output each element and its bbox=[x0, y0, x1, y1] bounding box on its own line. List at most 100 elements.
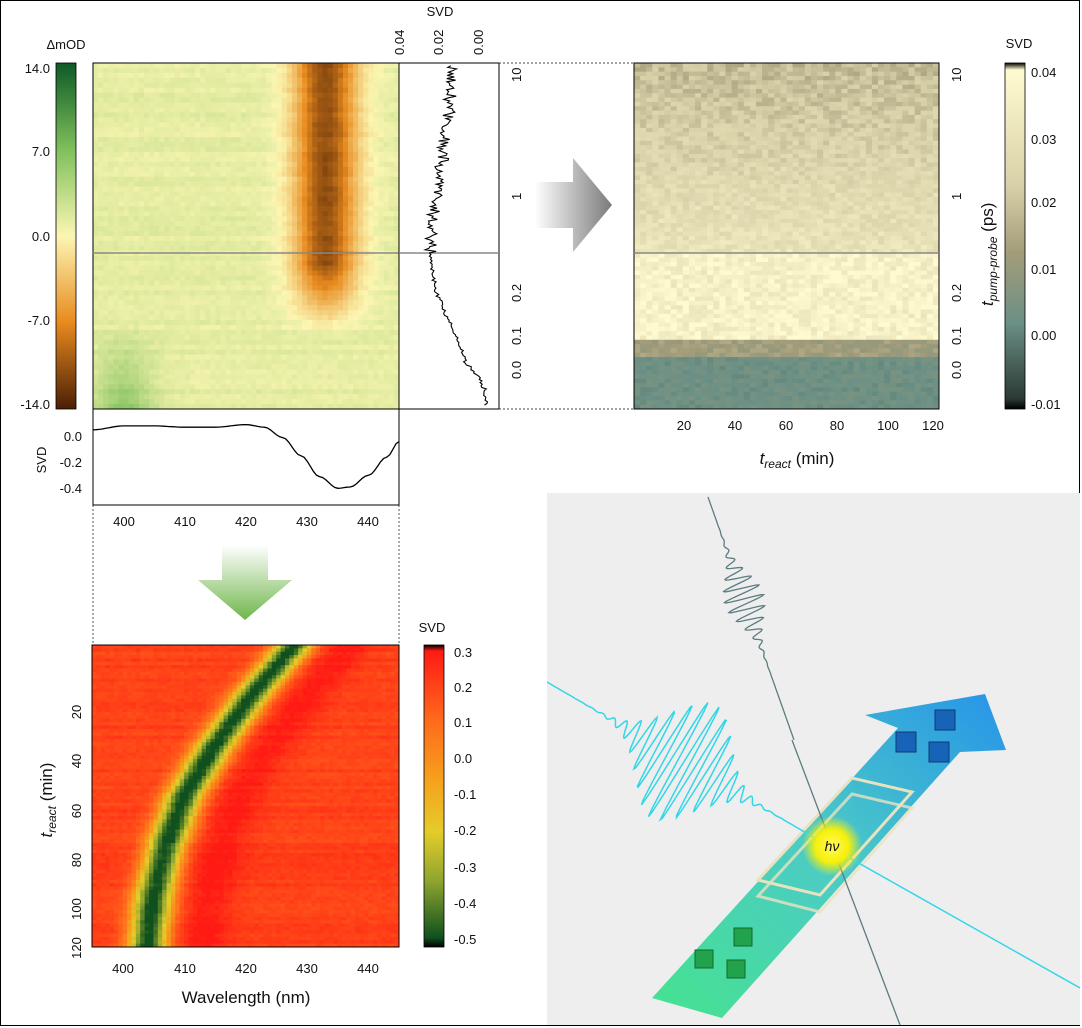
svd-d-cell bbox=[823, 84, 830, 90]
dmod-cell bbox=[113, 186, 120, 193]
dmod-cell bbox=[317, 72, 324, 79]
dmod-cell bbox=[317, 231, 324, 237]
dmod-cell bbox=[154, 171, 160, 178]
svd-d-cell bbox=[932, 106, 939, 112]
dmod-cell bbox=[210, 107, 216, 114]
dmod-cell bbox=[276, 72, 283, 79]
svd-d-cell bbox=[652, 75, 659, 81]
dmod-cell bbox=[230, 394, 237, 400]
dmod-cell bbox=[169, 344, 176, 351]
dmod-cell bbox=[342, 290, 349, 296]
dmod-cell bbox=[368, 176, 375, 183]
dmod-cell bbox=[312, 151, 318, 158]
dmod-cell bbox=[302, 176, 308, 183]
dmod-cell bbox=[189, 181, 196, 188]
svd-d-cell bbox=[817, 84, 824, 90]
dmod-cell bbox=[251, 132, 257, 138]
dmod-cell bbox=[93, 67, 99, 74]
dmod-cell bbox=[108, 176, 114, 183]
dmod-cell bbox=[240, 275, 247, 282]
dmod-cell bbox=[235, 201, 242, 207]
dmod-cell bbox=[307, 404, 313, 409]
dmod-cell bbox=[118, 315, 125, 321]
svd-d-cell bbox=[725, 114, 733, 120]
dmod-cell bbox=[108, 310, 114, 316]
dmod-cell bbox=[195, 369, 201, 375]
svd-d-cell bbox=[749, 123, 757, 129]
svd-d-cell bbox=[914, 67, 922, 73]
dmod-cell bbox=[261, 270, 267, 277]
dmod-cell bbox=[348, 344, 354, 351]
dmod-cell bbox=[200, 260, 206, 267]
dmod-cell bbox=[353, 275, 359, 282]
dmod-cell bbox=[261, 102, 267, 109]
dmod-cell bbox=[123, 349, 130, 356]
dmod-cell bbox=[363, 394, 369, 400]
svd-d-cell bbox=[756, 101, 763, 107]
dmod-cell bbox=[215, 171, 222, 178]
dmod-cell bbox=[261, 275, 267, 282]
svd-d-cell bbox=[695, 67, 702, 73]
dmod-cell bbox=[337, 280, 344, 287]
dmod-cell bbox=[93, 310, 99, 316]
dmod-cell bbox=[378, 344, 385, 351]
dmod-cell bbox=[256, 137, 262, 143]
dmod-cell bbox=[169, 315, 176, 321]
dmod-cell bbox=[169, 265, 176, 272]
svd-d-cell bbox=[835, 84, 842, 90]
svd-d-cell bbox=[664, 101, 672, 107]
dmod-cell bbox=[271, 216, 278, 222]
dmod-cell bbox=[108, 290, 114, 296]
dmod-cell bbox=[164, 142, 171, 148]
dmod-cell bbox=[286, 92, 293, 99]
dmod-cell bbox=[358, 112, 364, 118]
dmod-cell bbox=[164, 295, 171, 301]
dmod-cell bbox=[205, 206, 211, 212]
dmod-cell bbox=[98, 77, 104, 84]
dmod-cell bbox=[286, 285, 293, 291]
dmod-cell bbox=[164, 399, 171, 405]
dmod-cell bbox=[184, 181, 191, 188]
dmod-cell bbox=[332, 147, 339, 153]
dmod-cell bbox=[118, 310, 125, 316]
dmod-cell bbox=[123, 191, 130, 198]
dmod-cell bbox=[317, 147, 324, 153]
dmod-cell bbox=[312, 142, 318, 148]
dmod-cell bbox=[195, 349, 201, 356]
dmod-cell bbox=[353, 151, 359, 158]
dmod-cell bbox=[128, 226, 135, 232]
dmod-cell bbox=[378, 260, 385, 267]
dmod-cell bbox=[378, 369, 385, 375]
dmod-cell bbox=[118, 156, 125, 163]
dmod-cell bbox=[113, 379, 120, 385]
dmod-cell bbox=[297, 300, 303, 306]
dmod-cell bbox=[179, 399, 186, 405]
dmod-cell bbox=[276, 255, 283, 262]
dmod-cell bbox=[363, 369, 369, 375]
dmod-cell bbox=[154, 127, 160, 133]
dmod-cell bbox=[159, 285, 165, 291]
dmod-cell bbox=[302, 117, 308, 123]
dmod-cell bbox=[164, 240, 171, 247]
dmod-cell bbox=[307, 394, 313, 400]
svd-d-cell bbox=[664, 75, 672, 81]
dmod-cell bbox=[138, 132, 145, 138]
dmod-cell bbox=[215, 404, 222, 409]
dmod-cell bbox=[164, 156, 171, 163]
dmod-cell bbox=[93, 231, 99, 237]
dmod-cell bbox=[179, 280, 186, 287]
dmod-cell bbox=[297, 72, 303, 79]
dmod-cell bbox=[348, 166, 354, 173]
dmod-cell bbox=[256, 112, 262, 118]
dmod-cell bbox=[373, 334, 380, 341]
dmod-cell bbox=[93, 339, 99, 346]
dmod-cell bbox=[261, 161, 267, 168]
dmod-cell bbox=[358, 310, 364, 316]
dmod-cell bbox=[128, 137, 135, 143]
dmod-cell bbox=[302, 394, 308, 400]
dmod-cell bbox=[123, 364, 130, 371]
dmod-cell bbox=[215, 196, 222, 202]
dmod-cell bbox=[93, 399, 99, 405]
dmod-cell bbox=[174, 92, 181, 99]
dmod-cell bbox=[220, 191, 227, 198]
